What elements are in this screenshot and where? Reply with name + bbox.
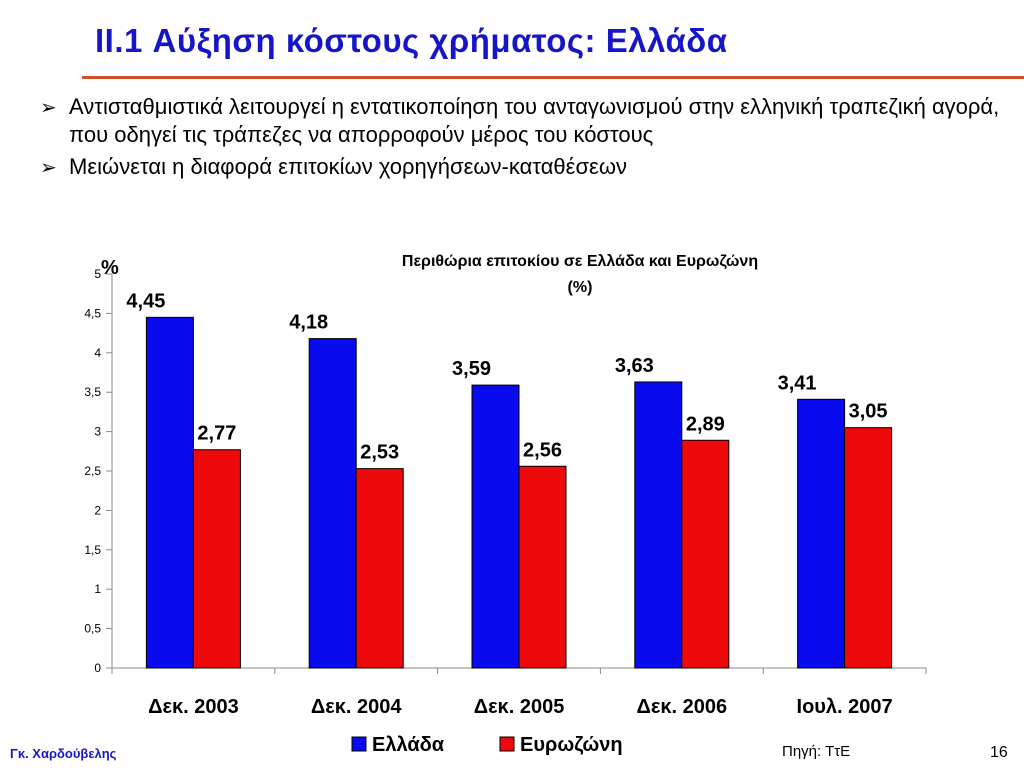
y-tick-label: 2: [94, 503, 101, 517]
bar-value-label: 4,18: [289, 312, 328, 334]
bar-eurozone: [681, 439, 730, 669]
x-category-label: Δεκ. 2003: [148, 696, 239, 718]
y-tick-label: 5: [94, 267, 101, 281]
y-tick-label: 4: [94, 346, 101, 360]
bullet-text: Αντισταθμιστικά λειτουργεί η εντατικοποί…: [69, 94, 1000, 147]
bar-value-label: 4,45: [126, 290, 165, 312]
y-tick-label: 2,5: [84, 464, 101, 478]
bar-value-label: 3,63: [615, 355, 654, 377]
slide-title: II.1 Αύξηση κόστους χρήματος: Ελλάδα: [95, 22, 728, 59]
bar-greece: [308, 338, 357, 669]
footer-author: Γκ. Χαρδούβελης: [10, 746, 117, 761]
bullet-list: ➢ Αντισταθμιστικά λειτουργεί η εντατικοπ…: [40, 93, 1000, 185]
bar-eurozone: [518, 465, 567, 669]
y-tick-label: 0,5: [84, 622, 101, 636]
y-tick-label: 4,5: [84, 306, 101, 320]
y-axis-label: %: [101, 257, 119, 279]
bar-value-label: 2,77: [197, 423, 236, 445]
y-tick-label: 0: [94, 661, 101, 675]
bar-value-label: 3,05: [849, 401, 888, 423]
bar-value-label: 2,89: [686, 413, 725, 435]
bar-greece: [797, 398, 846, 669]
bar-eurozone: [844, 427, 893, 669]
page-number: 16: [990, 744, 1008, 761]
bar-value-label: 3,41: [778, 372, 817, 394]
source-note: Πηγή: ΤτΕ: [782, 743, 851, 760]
chart-title-line: (%): [568, 279, 593, 296]
legend-label: Ευρωζώνη: [520, 734, 623, 756]
bar-greece: [634, 381, 683, 669]
bar-greece: [145, 316, 194, 669]
x-category-label: Δεκ. 2006: [636, 696, 727, 718]
y-tick-label: 3,5: [84, 385, 101, 399]
chart-title-line: Περιθώρια επιτοκίου σε Ελλάδα και Ευρωζώ…: [402, 253, 758, 270]
bar-eurozone: [192, 449, 241, 669]
bullet-text: Μειώνεται η διαφορά επιτοκίων χορηγήσεων…: [69, 154, 628, 179]
bar-value-label: 3,59: [452, 358, 491, 380]
y-tick-label: 1: [94, 582, 101, 596]
bar-eurozone: [355, 468, 404, 669]
arrow-bullet-icon: ➢: [40, 155, 57, 179]
bar-greece: [471, 384, 520, 669]
bar-value-label: 2,53: [360, 442, 399, 464]
arrow-bullet-icon: ➢: [40, 95, 57, 119]
x-category-label: Δεκ. 2005: [474, 696, 565, 718]
legend-label: Ελλάδα: [372, 734, 445, 756]
title-divider: [82, 76, 1024, 79]
bar-value-label: 2,56: [523, 439, 562, 461]
y-tick-label: 1,5: [84, 543, 101, 557]
x-category-label: Δεκ. 2004: [311, 696, 403, 718]
bullet-item: ➢ Μειώνεται η διαφορά επιτοκίων χορηγήσε…: [40, 153, 1000, 181]
legend-swatch-eurozone: [499, 736, 515, 752]
y-tick-label: 3: [94, 425, 101, 439]
bullet-item: ➢ Αντισταθμιστικά λειτουργεί η εντατικοπ…: [40, 93, 1000, 149]
legend-swatch-greece: [351, 736, 367, 752]
x-category-label: Ιουλ. 2007: [797, 696, 893, 718]
